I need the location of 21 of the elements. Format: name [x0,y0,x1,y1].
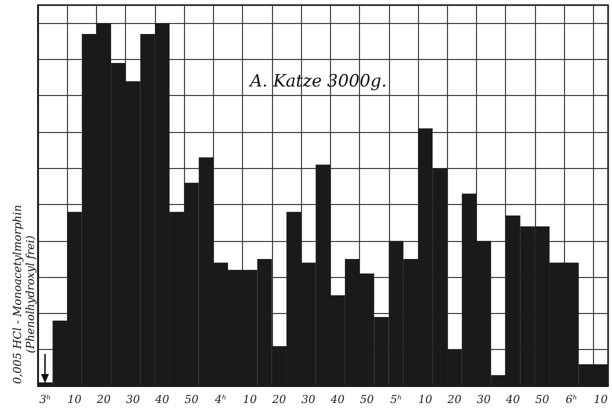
x-tick-label: 10 [68,393,82,406]
x-tick-label: 20 [446,393,462,406]
x-tick-label: 50 [535,393,550,406]
x-tick-label: 10 [242,393,257,406]
x-tick-label: 10 [594,393,608,406]
x-tick-label: 50 [184,393,198,406]
x-tick-label: 40 [154,393,170,406]
x-tick-label: 20 [271,393,286,406]
x-tick-label: 6ʰ [566,393,578,406]
x-tick-label: 50 [360,393,374,406]
x-tick-label: 4ʰ [214,393,227,406]
x-tick-label: 5ʰ [390,393,402,406]
x-tick-label: 40 [505,393,520,406]
x-tick-label: 30 [301,393,316,406]
x-tick-label: 30 [126,393,140,406]
text: 0,005 HCl - Monoacetylmorphin (Phenolhydroxyl frei) [11,204,38,384]
x-tick-label: 3ʰ [39,393,52,406]
x-tick-label: 10 [418,393,432,406]
x-tick-label: 20 [96,393,111,406]
x-tick-label: 40 [330,393,345,406]
x-tick-label: 30 [476,393,491,406]
